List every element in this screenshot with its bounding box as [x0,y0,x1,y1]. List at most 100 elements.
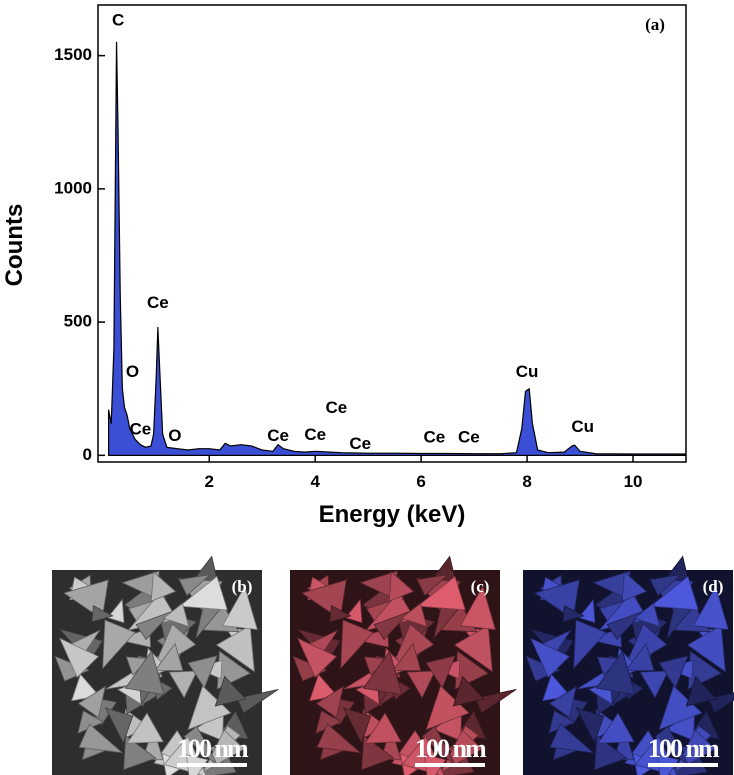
petal [658,685,703,731]
x-axis-title: Energy (keV) [319,501,466,528]
petal [342,707,372,745]
petal [416,574,450,597]
petal [452,675,485,707]
petal [578,598,596,624]
petal [215,624,255,673]
petal [150,571,177,602]
petal [425,655,456,689]
petal [406,670,436,699]
petal [316,723,362,754]
petal [685,675,718,707]
petal [654,725,690,767]
petal [633,602,661,628]
panel-label: (b) [232,577,253,596]
petal [392,642,422,671]
sem-image [523,555,734,775]
y-tick-label: 0 [83,445,92,464]
y-tick-label: 1500 [54,45,92,64]
scale-bar [415,763,485,767]
scale-bar [648,763,718,767]
petal [183,725,219,767]
petal [388,571,415,602]
petal [361,734,395,771]
petal [548,685,577,719]
scale-bar [177,763,247,767]
petal [214,675,247,707]
petal [78,723,124,754]
petal [625,642,655,671]
peak-label: Ce [130,420,152,439]
peak-label: Ce [326,398,348,417]
petal [71,673,100,702]
petal [425,685,470,731]
panel-label: (c) [471,577,490,596]
petal [309,673,338,702]
sem-image [290,555,517,775]
petal [123,734,157,771]
scale-label: 100 nm [648,734,720,763]
petal [529,637,571,679]
petal [400,602,428,628]
sem-image [52,555,279,775]
x-tick-label: 10 [624,472,643,491]
petal [154,642,184,671]
peak-label: Cu [516,362,539,381]
petal [658,655,689,689]
petal [416,575,466,611]
petal [124,650,165,696]
petal [621,571,648,602]
petal [575,707,605,745]
scale-label: 100 nm [415,734,487,763]
peak-label: Ce [304,425,326,444]
petal [364,712,402,744]
petal [102,619,136,670]
peak-label: Ce [349,434,371,453]
petal [597,712,635,744]
petal [595,650,636,696]
petal [126,712,164,744]
peak-label: Cu [571,417,594,436]
scale-label: 100 nm [177,734,249,763]
spectrum-area [107,41,687,456]
petal [296,637,338,679]
petal [178,574,212,597]
petal [58,637,100,679]
petal [104,707,134,745]
petal [639,670,669,699]
petal [178,575,228,611]
petal [362,650,403,696]
petal [549,723,595,754]
x-tick-label: 4 [310,472,320,491]
y-tick-label: 1000 [54,178,92,197]
petal [329,605,352,623]
peak-label: Ce [147,293,169,312]
petal [649,574,683,597]
x-tick-label: 8 [522,472,531,491]
petal [107,598,125,624]
petal [594,734,628,771]
panel-label: (d) [703,577,724,596]
plot-frame [97,4,687,463]
petal [460,585,496,630]
petal [162,602,190,628]
petal [77,685,106,719]
petal [91,605,114,623]
petal [453,624,493,673]
petal [187,685,232,731]
petal [542,673,571,702]
peak-label: O [126,362,139,381]
peak-label: Ce [267,426,289,445]
petal [421,725,457,767]
petal [168,670,198,699]
petal [649,575,699,611]
petal [573,619,607,670]
petal [315,685,344,719]
y-axis-title: Counts [1,204,28,287]
peak-label: O [168,426,181,445]
petal [236,688,279,714]
petal [562,605,585,623]
petal [686,624,726,673]
petal [693,585,729,630]
petal [187,655,218,689]
